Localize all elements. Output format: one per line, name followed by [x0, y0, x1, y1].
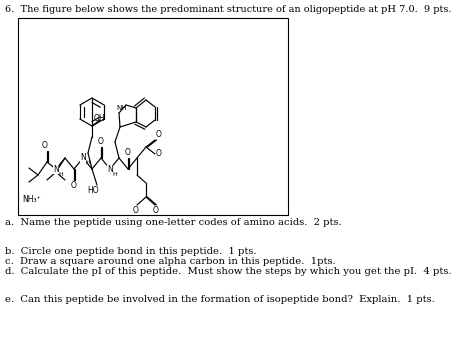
Text: O: O [42, 141, 48, 150]
Text: O: O [71, 181, 77, 190]
Text: c.  Draw a square around one alpha carbon in this peptide.  1pts.: c. Draw a square around one alpha carbon… [5, 257, 336, 266]
Text: a.  Name the peptide using one-letter codes of amino acids.  2 pts.: a. Name the peptide using one-letter cod… [5, 218, 342, 227]
Text: O: O [98, 137, 104, 146]
Text: HO: HO [87, 186, 99, 195]
Text: 6.  The figure below shows the predominant structure of an oligopeptide at pH 7.: 6. The figure below shows the predominan… [5, 5, 452, 14]
Text: N: N [80, 153, 86, 162]
Text: H: H [59, 172, 64, 178]
Text: O: O [153, 206, 159, 215]
Text: H: H [113, 172, 118, 176]
Text: NH₃⁺: NH₃⁺ [22, 195, 41, 204]
Text: O: O [133, 206, 139, 215]
Bar [18, 18, 288, 215]
Text: OH: OH [94, 114, 106, 123]
Text: O: O [125, 148, 131, 157]
Text: O: O [156, 130, 162, 139]
Text: d.  Calculate the pI of this peptide.  Must show the steps by which you get the : d. Calculate the pI of this peptide. Mus… [5, 267, 452, 276]
Text: e.  Can this peptide be involved in the formation of isopeptide bond?  Explain. : e. Can this peptide be involved in the f… [5, 295, 435, 304]
Text: NH: NH [117, 105, 127, 111]
Text: N: N [107, 164, 113, 173]
Text: N: N [53, 164, 59, 173]
Text: b.  Circle one peptide bond in this peptide.  1 pts.: b. Circle one peptide bond in this pepti… [5, 247, 256, 256]
Text: O: O [156, 150, 162, 159]
Text: H: H [86, 161, 91, 165]
